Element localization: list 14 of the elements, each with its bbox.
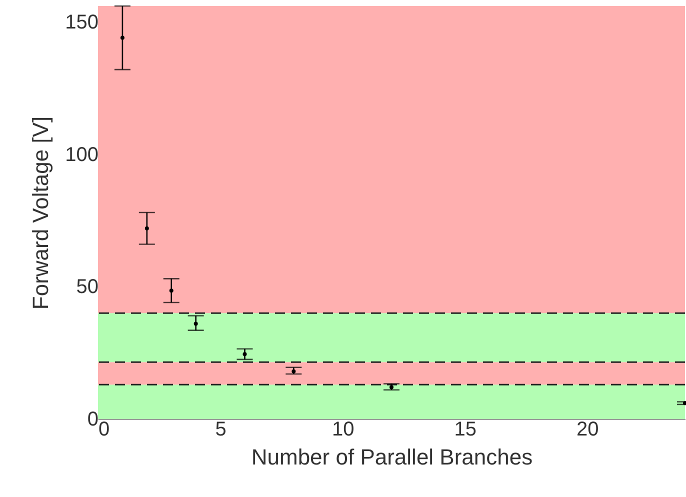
- x-tick-label: 20: [576, 418, 599, 440]
- y-tick-label: 150: [65, 11, 98, 34]
- point: [144, 226, 149, 230]
- y-tick-label: 100: [65, 144, 98, 166]
- x-tick-label: 10: [332, 418, 354, 440]
- point: [194, 322, 198, 326]
- point: [169, 288, 174, 293]
- point: [120, 36, 124, 40]
- y-axis-title: Forward Voltage [V]: [28, 116, 54, 310]
- x-axis-title: Number of Parallel Branches: [251, 444, 533, 470]
- point: [242, 352, 247, 356]
- x-tick-label: 15: [454, 418, 476, 440]
- x-tick-label: 5: [215, 418, 226, 440]
- y-tick-label: 50: [76, 276, 98, 298]
